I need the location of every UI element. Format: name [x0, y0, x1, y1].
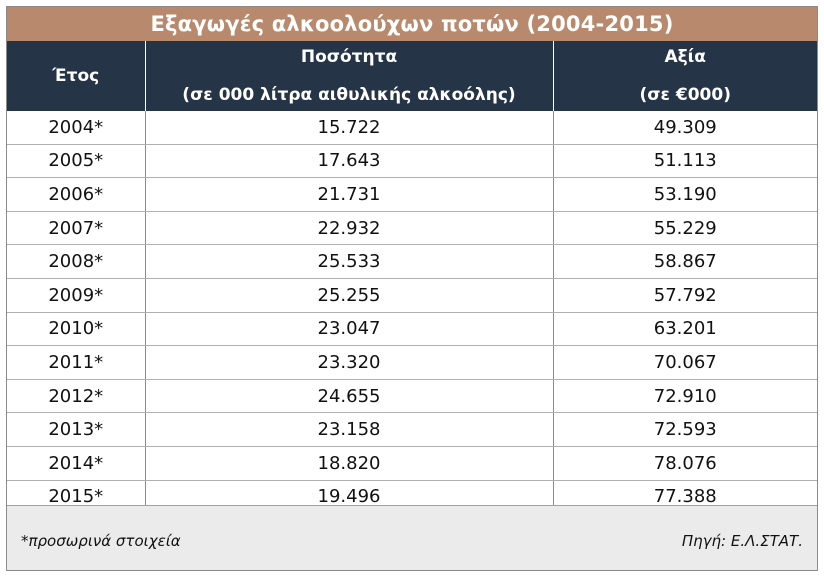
year-cell: 2009*: [7, 278, 146, 313]
quantity-cell: 25.255: [145, 278, 554, 313]
year-cell: 2006*: [7, 177, 146, 212]
table-row: 2012* 24.655 72.910: [7, 379, 817, 414]
value-cell: 51.113: [553, 144, 817, 179]
source-note: Πηγή: Ε.Λ.ΣΤΑΤ.: [681, 532, 803, 550]
value-cell: 58.867: [553, 244, 817, 279]
table-row: 2009* 25.255 57.792: [7, 278, 817, 313]
header-year-label: Έτος: [52, 66, 100, 86]
year-cell: 2013*: [7, 412, 146, 447]
header-value-unit: (σε €000): [639, 85, 731, 105]
quantity-cell: 24.655: [145, 379, 554, 414]
header-value: Αξία (σε €000): [553, 41, 817, 111]
quantity-cell: 23.047: [145, 312, 554, 347]
table-row: 2010* 23.047 63.201: [7, 312, 817, 347]
quantity-cell: 17.643: [145, 144, 554, 179]
value-cell: 72.593: [553, 412, 817, 447]
quantity-cell: 21.731: [145, 177, 554, 212]
table-row: 2008* 25.533 58.867: [7, 244, 817, 279]
year-cell: 2014*: [7, 446, 146, 481]
provisional-note: *προσωρινά στοιχεία: [21, 532, 181, 550]
quantity-cell: 23.158: [145, 412, 554, 447]
quantity-cell: 23.320: [145, 345, 554, 380]
year-cell: 2011*: [7, 345, 146, 380]
value-cell: 72.910: [553, 379, 817, 414]
value-cell: 49.309: [553, 111, 817, 145]
value-cell: 53.190: [553, 177, 817, 212]
table-row: 2013* 23.158 72.593: [7, 412, 817, 447]
table-row: 2005* 17.643 51.113: [7, 144, 817, 179]
table-header-row: Έτος Ποσότητα (σε 000 λίτρα αιθυλικής αλ…: [7, 41, 817, 111]
year-cell: 2012*: [7, 379, 146, 414]
year-cell: 2007*: [7, 211, 146, 246]
year-cell: 2008*: [7, 244, 146, 279]
value-cell: 70.067: [553, 345, 817, 380]
table-footer: *προσωρινά στοιχεία Πηγή: Ε.Λ.ΣΤΑΤ.: [7, 505, 817, 570]
header-quantity: Ποσότητα (σε 000 λίτρα αιθυλικής αλκοόλη…: [145, 41, 554, 111]
year-cell: 2004*: [7, 111, 146, 145]
table-row: 2011* 23.320 70.067: [7, 345, 817, 380]
table-row: 2004* 15.722 49.309: [7, 111, 817, 145]
header-year: Έτος: [7, 41, 146, 111]
value-cell: 63.201: [553, 312, 817, 347]
quantity-cell: 22.932: [145, 211, 554, 246]
header-quantity-unit: (σε 000 λίτρα αιθυλικής αλκοόλης): [182, 85, 516, 105]
header-quantity-label: Ποσότητα: [300, 47, 398, 67]
exports-table-panel: Εξαγωγές αλκοολούχων ποτών (2004-2015) Έ…: [6, 6, 818, 571]
year-cell: 2010*: [7, 312, 146, 347]
value-cell: 55.229: [553, 211, 817, 246]
table-row: 2014* 18.820 78.076: [7, 446, 817, 481]
exports-table: Έτος Ποσότητα (σε 000 λίτρα αιθυλικής αλ…: [7, 41, 817, 515]
header-value-label: Αξία: [664, 47, 706, 67]
value-cell: 78.076: [553, 446, 817, 481]
table-row: 2007* 22.932 55.229: [7, 211, 817, 246]
value-cell: 57.792: [553, 278, 817, 313]
table-row: 2006* 21.731 53.190: [7, 177, 817, 212]
quantity-cell: 15.722: [145, 111, 554, 145]
quantity-cell: 25.533: [145, 244, 554, 279]
quantity-cell: 18.820: [145, 446, 554, 481]
table-title: Εξαγωγές αλκοολούχων ποτών (2004-2015): [7, 7, 817, 41]
year-cell: 2005*: [7, 144, 146, 179]
